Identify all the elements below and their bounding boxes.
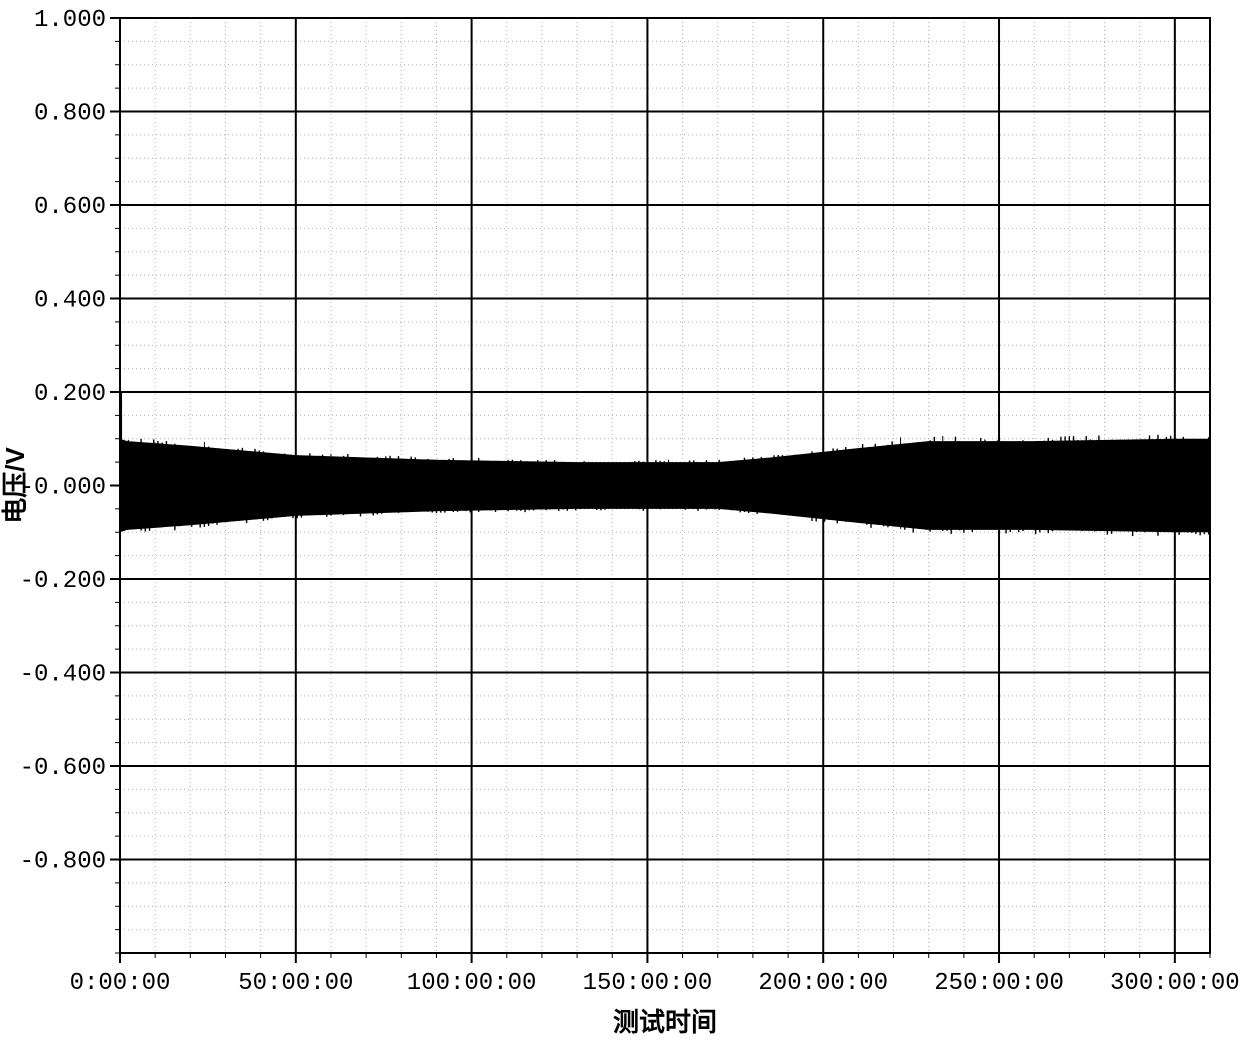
chart-svg: 0:00:00 50:00:00 100:00:00 150:00:00 200:00:…: [0, 0, 1240, 1062]
y-tick-label: 0.400: [34, 288, 106, 315]
y-axis-label: 电压/V: [0, 447, 30, 524]
x-tick-label: 50:00:00: [238, 970, 353, 997]
y-tick-label: -0.600: [20, 755, 106, 782]
y-tick-label: 0.800: [34, 101, 106, 128]
y-tick-label: 0.200: [34, 381, 106, 408]
x-tick-label: 300:00:00: [1110, 970, 1240, 997]
x-axis-label: 测试时间: [613, 1007, 717, 1037]
x-tick-label: 150:00:00: [583, 970, 713, 997]
y-tick-label: 1.000: [34, 7, 106, 34]
y-tick-label: 0.600: [34, 194, 106, 221]
voltage-time-chart: 0:00:00 50:00:00 100:00:00 150:00:00 200:00:…: [0, 0, 1240, 1062]
y-tick-label: -0.200: [20, 568, 106, 595]
y-tick-label: -0.000: [20, 475, 106, 502]
x-tick-label: 200:00:00: [758, 970, 888, 997]
y-tick-label: -0.400: [20, 662, 106, 689]
y-tick-label: -0.800: [20, 849, 106, 876]
x-tick-label: 0:00:00: [70, 970, 171, 997]
x-tick-label: 250:00:00: [934, 970, 1064, 997]
x-tick-label: 100:00:00: [407, 970, 537, 997]
